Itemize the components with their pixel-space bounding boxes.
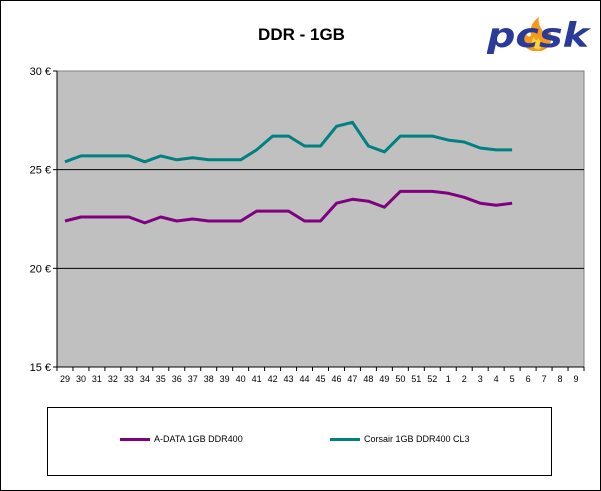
- x-tick-label: 33: [124, 374, 134, 384]
- x-tick-label: 52: [427, 374, 437, 384]
- x-tick-label: 46: [331, 374, 341, 384]
- x-tick-label: 31: [92, 374, 102, 384]
- x-tick-label: 37: [188, 374, 198, 384]
- x-tick-label: 43: [284, 374, 294, 384]
- x-tick-label: 36: [172, 374, 182, 384]
- x-tick-label: 6: [526, 374, 531, 384]
- x-tick-label: 30: [76, 374, 86, 384]
- legend: A-DATA 1GB DDR400 Corsair 1GB DDR400 CL3: [47, 407, 552, 476]
- x-tick-label: 1: [446, 374, 451, 384]
- flame-icon: [522, 17, 552, 51]
- legend-item-series-1: A-DATA 1GB DDR400: [120, 434, 243, 444]
- legend-swatch-series-1: [120, 438, 150, 442]
- chart-title: DDR - 1GB: [258, 25, 345, 44]
- y-tick-label: 25 €: [30, 165, 51, 177]
- x-tick-label: 39: [220, 374, 230, 384]
- x-tick-label: 32: [108, 374, 118, 384]
- x-tick-label: 38: [204, 374, 214, 384]
- x-tick-label: 49: [379, 374, 389, 384]
- y-tick-label: 20 €: [30, 263, 51, 275]
- series-line-2: [64, 120, 513, 164]
- logo-text: pcsk: [487, 16, 591, 55]
- x-tick-label: 50: [395, 374, 405, 384]
- x-tick-label: 29: [60, 374, 70, 384]
- x-tick-label: 48: [363, 374, 373, 384]
- legend-swatch-series-2: [330, 438, 360, 442]
- x-tick-label: 8: [558, 374, 563, 384]
- x-tick-label: 40: [236, 374, 246, 384]
- series-line-1: [64, 189, 513, 225]
- x-tick-label: 4: [494, 374, 499, 384]
- y-tick-label: 15 €: [30, 362, 51, 374]
- pcsk-logo: pcsk: [487, 16, 591, 55]
- x-tick-label: 35: [156, 374, 166, 384]
- y-tick-label: 30 €: [30, 66, 51, 78]
- x-tick-label: 42: [268, 374, 278, 384]
- x-tick-label: 9: [574, 374, 579, 384]
- x-tick-label: 7: [542, 374, 547, 384]
- x-tick-label: 5: [510, 374, 515, 384]
- x-tick-label: 2: [462, 374, 467, 384]
- x-tick-label: 3: [478, 374, 483, 384]
- x-tick-label: 45: [315, 374, 325, 384]
- x-tick-label: 44: [300, 374, 310, 384]
- x-tick-label: 34: [140, 374, 150, 384]
- legend-label-series-2: Corsair 1GB DDR400 CL3: [364, 434, 470, 444]
- x-tick-label: 41: [252, 374, 262, 384]
- legend-item-series-2: Corsair 1GB DDR400 CL3: [330, 434, 470, 444]
- x-tick-label: 51: [411, 374, 421, 384]
- x-tick-label: 47: [347, 374, 357, 384]
- legend-label-series-1: A-DATA 1GB DDR400: [154, 434, 243, 444]
